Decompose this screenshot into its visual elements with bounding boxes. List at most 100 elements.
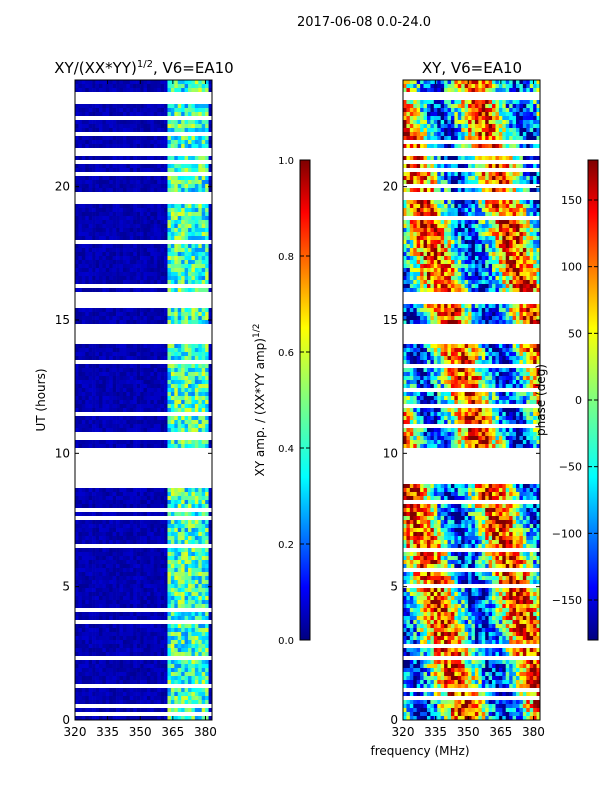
heatmap-cell — [98, 316, 103, 321]
heatmap-cell — [201, 392, 206, 397]
heatmap-cell — [122, 604, 127, 609]
heatmap-cell — [122, 624, 127, 629]
flagged-row — [75, 92, 212, 96]
flagged-row — [75, 152, 212, 156]
heatmap-cell — [78, 232, 83, 237]
heatmap-cell — [119, 500, 124, 505]
heatmap-cell — [78, 144, 83, 149]
heatmap-cell — [146, 252, 151, 257]
heatmap-cell — [157, 280, 161, 285]
heatmap-cell — [150, 568, 155, 573]
flagged-row — [75, 96, 212, 100]
heatmap-cell — [122, 184, 127, 189]
heatmap-cell — [150, 136, 155, 141]
heatmap-cell — [205, 696, 209, 701]
heatmap-cell — [160, 416, 165, 421]
heatmap-cell — [170, 156, 175, 161]
heatmap-cell — [194, 320, 199, 325]
heatmap-cell — [177, 208, 182, 213]
heatmap-cell — [191, 584, 196, 589]
heatmap-cell — [109, 264, 113, 269]
heatmap-cell — [474, 100, 479, 105]
heatmap-cell — [174, 368, 179, 373]
heatmap-cell — [146, 416, 151, 421]
heatmap-cell — [95, 144, 100, 149]
heatmap-cell — [95, 392, 100, 397]
heatmap-cell — [85, 540, 89, 545]
heatmap-cell — [116, 372, 120, 377]
heatmap-cell — [143, 568, 148, 573]
heatmap-cell — [98, 536, 103, 541]
heatmap-cell — [184, 372, 189, 377]
heatmap-cell — [492, 80, 496, 85]
heatmap-cell — [122, 276, 127, 281]
heatmap-cell — [184, 648, 189, 653]
heatmap-cell — [95, 388, 100, 393]
heatmap-cell — [181, 420, 185, 425]
heatmap-cell — [112, 256, 117, 261]
heatmap-cell — [129, 612, 134, 617]
heatmap-cell — [136, 400, 141, 405]
heatmap-cell — [181, 388, 185, 393]
heatmap-cell — [126, 528, 131, 533]
heatmap-cell — [88, 156, 93, 161]
heatmap-cell — [78, 372, 83, 377]
heatmap-cell — [157, 668, 161, 673]
heatmap-cell — [92, 320, 96, 325]
heatmap-cell — [153, 628, 158, 633]
heatmap-cell — [146, 120, 151, 125]
heatmap-cell — [85, 600, 89, 605]
heatmap-cell — [112, 688, 117, 693]
heatmap-cell — [119, 144, 124, 149]
heatmap-cell — [194, 580, 199, 585]
heatmap-cell — [92, 136, 96, 141]
heatmap-cell — [122, 528, 127, 533]
heatmap-cell — [119, 264, 124, 269]
heatmap-cell — [140, 628, 144, 633]
heatmap-cell — [95, 696, 100, 701]
heatmap-cell — [105, 176, 110, 181]
heatmap-cell — [433, 112, 438, 117]
heatmap-cell — [136, 248, 141, 253]
heatmap-cell — [143, 268, 148, 273]
heatmap-cell — [150, 308, 155, 313]
heatmap-cell — [143, 188, 148, 193]
heatmap-cell — [85, 672, 89, 677]
heatmap-cell — [177, 548, 182, 553]
heatmap-cell — [164, 224, 168, 229]
heatmap-cell — [181, 124, 185, 129]
heatmap-cell — [105, 312, 110, 317]
heatmap-cell — [181, 616, 185, 621]
heatmap-cell — [181, 236, 185, 241]
heatmap-cell — [122, 128, 127, 133]
heatmap-cell — [112, 356, 117, 361]
heatmap-cell — [109, 368, 113, 373]
heatmap-cell — [81, 348, 86, 353]
heatmap-cell — [208, 592, 213, 597]
heatmap-cell — [119, 424, 124, 429]
heatmap-cell — [140, 400, 144, 405]
heatmap-cell — [129, 108, 134, 113]
heatmap-cell — [75, 520, 79, 525]
heatmap-cell — [174, 224, 179, 229]
heatmap-cell — [129, 280, 134, 285]
heatmap-cell — [81, 568, 86, 573]
heatmap-cell — [119, 220, 124, 225]
heatmap-cell — [194, 644, 199, 649]
heatmap-cell — [188, 108, 192, 113]
heatmap-cell — [170, 356, 175, 361]
heatmap-cell — [181, 264, 185, 269]
heatmap-cell — [126, 556, 131, 561]
heatmap-cell — [409, 100, 414, 105]
heatmap-cell — [85, 252, 89, 257]
heatmap-cell — [98, 164, 103, 169]
heatmap-cell — [157, 700, 161, 705]
heatmap-cell — [129, 228, 134, 233]
heatmap-cell — [95, 572, 100, 577]
heatmap-cell — [81, 364, 86, 369]
heatmap-cell — [92, 588, 96, 593]
heatmap-cell — [164, 524, 168, 529]
heatmap-cell — [126, 140, 131, 145]
heatmap-cell — [409, 84, 414, 89]
heatmap-cell — [136, 212, 141, 217]
